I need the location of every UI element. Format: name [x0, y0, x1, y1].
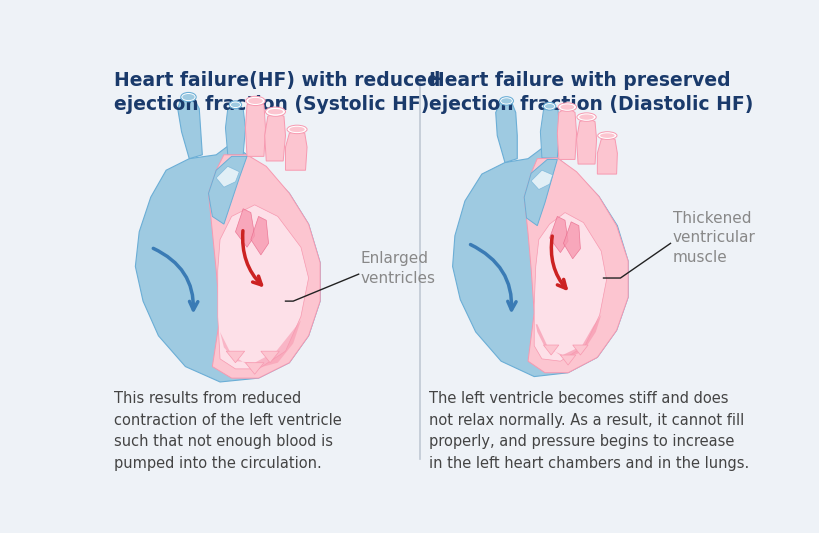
Ellipse shape — [182, 94, 194, 100]
Ellipse shape — [180, 92, 196, 102]
Polygon shape — [543, 345, 559, 355]
Polygon shape — [135, 143, 319, 382]
Polygon shape — [535, 315, 600, 359]
Ellipse shape — [597, 132, 616, 140]
Polygon shape — [225, 105, 245, 155]
Ellipse shape — [289, 127, 305, 132]
Polygon shape — [452, 147, 627, 377]
Ellipse shape — [577, 113, 595, 122]
Ellipse shape — [287, 125, 306, 134]
Polygon shape — [285, 130, 306, 170]
Text: Heart failure with preserved
ejection fraction (Diastolic HF): Heart failure with preserved ejection fr… — [429, 71, 753, 114]
Ellipse shape — [545, 104, 554, 109]
Polygon shape — [576, 118, 596, 164]
Ellipse shape — [231, 102, 240, 107]
Polygon shape — [557, 107, 576, 159]
Polygon shape — [208, 155, 319, 378]
Polygon shape — [219, 320, 301, 369]
Ellipse shape — [578, 115, 593, 120]
Polygon shape — [178, 97, 202, 159]
Ellipse shape — [248, 98, 262, 104]
Ellipse shape — [265, 107, 285, 116]
Ellipse shape — [229, 101, 242, 109]
Polygon shape — [245, 101, 265, 156]
Ellipse shape — [499, 96, 513, 105]
Polygon shape — [523, 158, 627, 373]
Polygon shape — [260, 351, 279, 363]
Polygon shape — [251, 216, 269, 255]
Polygon shape — [563, 222, 580, 259]
Text: Enlarged
ventricles: Enlarged ventricles — [360, 252, 436, 286]
Polygon shape — [245, 363, 264, 374]
Ellipse shape — [500, 98, 511, 103]
Ellipse shape — [559, 104, 573, 110]
Polygon shape — [495, 101, 517, 163]
Ellipse shape — [268, 109, 283, 115]
Ellipse shape — [558, 103, 576, 111]
Polygon shape — [531, 170, 552, 189]
Ellipse shape — [600, 133, 614, 138]
Ellipse shape — [246, 96, 265, 106]
Ellipse shape — [543, 102, 555, 110]
Polygon shape — [208, 156, 247, 224]
Polygon shape — [533, 213, 606, 361]
Polygon shape — [265, 112, 285, 161]
Polygon shape — [226, 351, 244, 363]
Text: This results from reduced
contraction of the left ventricle
such that not enough: This results from reduced contraction of… — [114, 391, 342, 471]
Polygon shape — [218, 205, 308, 369]
Polygon shape — [559, 355, 575, 365]
Text: The left ventricle becomes stiff and does
not relax normally. As a result, it ca: The left ventricle becomes stiff and doe… — [429, 391, 749, 471]
Polygon shape — [596, 136, 617, 174]
Polygon shape — [572, 345, 587, 355]
Polygon shape — [216, 166, 239, 187]
Text: Heart failure(HF) with reduced
ejection fraction (Systolic HF): Heart failure(HF) with reduced ejection … — [114, 71, 440, 114]
Polygon shape — [235, 209, 255, 247]
Polygon shape — [540, 106, 559, 158]
Polygon shape — [549, 216, 568, 253]
Polygon shape — [523, 159, 557, 225]
Text: Thickened
ventricular
muscle: Thickened ventricular muscle — [672, 211, 755, 265]
